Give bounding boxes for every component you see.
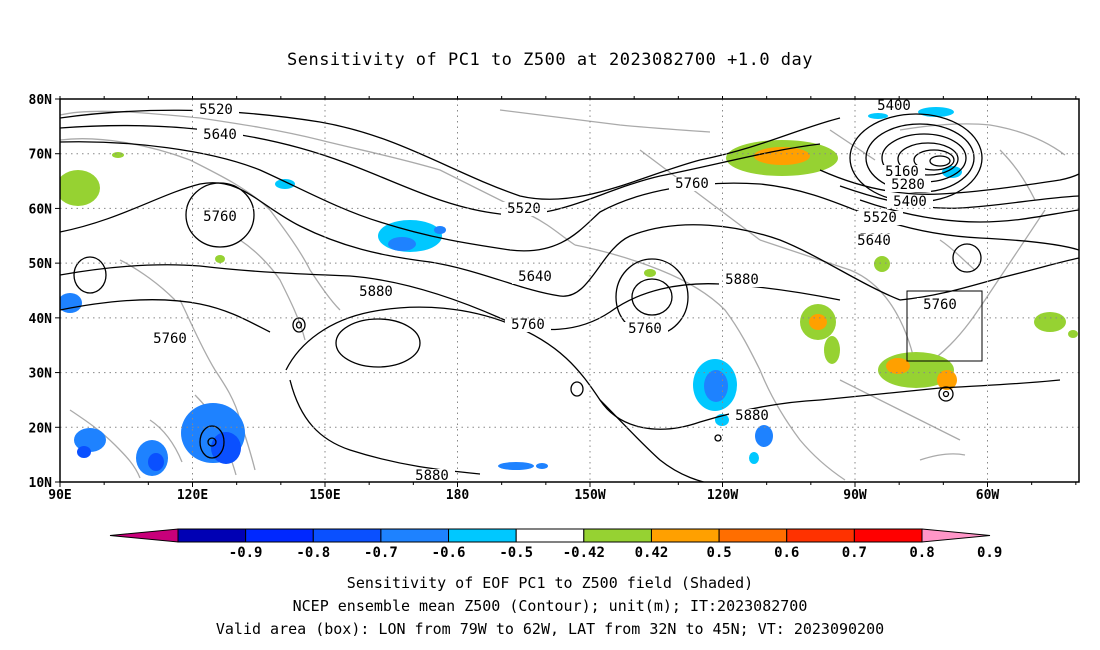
- caption-contour-description: NCEP ensemble mean Z500 (Contour); unit(…: [292, 597, 808, 615]
- colorbar: [109, 528, 991, 543]
- lon-label: 180: [446, 488, 470, 503]
- colorbar-end-low: [109, 528, 179, 543]
- lon-label: 120W: [707, 488, 738, 503]
- colorbar-swatch: [448, 528, 517, 543]
- contour-label: 5760: [628, 321, 662, 337]
- contour-labels: 5520 5640 5760 5760 5520 5640 5880 5760 5760 5640…: [147, 98, 963, 484]
- colorbar-swatch: [718, 528, 788, 543]
- colorbar-label: 0.8: [909, 545, 934, 561]
- colorbar-label: -0.42: [563, 545, 605, 561]
- lat-lon-grid: [60, 99, 1079, 482]
- colorbar-end-high: [921, 528, 991, 543]
- colorbar-label: 0.5: [706, 545, 731, 561]
- colorbar-swatch: [650, 528, 720, 543]
- contour-label: 5400: [893, 194, 927, 210]
- map-figure: 5520 5640 5760 5760 5520 5640 5880 5760 5760 5640…: [29, 93, 1080, 561]
- colorbar-labels: -0.9 -0.8 -0.7 -0.6 -0.5 -0.42 0.42 0.5 0.6 0.7 0.…: [229, 545, 1003, 561]
- longitude-labels: 90E 120E 150E 180 150W 120W 90W 60W: [48, 488, 999, 503]
- colorbar-label: -0.9: [229, 545, 263, 561]
- colorbar-swatch: [380, 528, 450, 543]
- contour-label: 5880: [735, 408, 769, 424]
- valid-area-box: [906, 290, 983, 362]
- lat-label: 10N: [29, 476, 53, 491]
- colorbar-swatch: [177, 528, 247, 543]
- contour-label: 5520: [863, 210, 897, 226]
- colorbar-label: 0.9: [977, 545, 1002, 561]
- colorbar-swatch: [245, 528, 314, 543]
- contour-label: 5520: [199, 102, 233, 118]
- contour-label: 5160: [885, 164, 919, 180]
- lat-label: 40N: [29, 312, 53, 327]
- lat-label: 80N: [29, 93, 53, 108]
- colorbar-swatch: [786, 528, 855, 543]
- colorbar-label: -0.7: [364, 545, 398, 561]
- lat-label: 30N: [29, 367, 53, 382]
- contour-label: 5880: [415, 468, 449, 484]
- lat-label: 70N: [29, 148, 53, 163]
- colorbar-label: -0.8: [296, 545, 330, 561]
- lon-label: 120E: [177, 488, 208, 503]
- contour-label: 5880: [725, 272, 759, 288]
- contour-label: 5280: [891, 177, 925, 193]
- contour-label: 5760: [675, 176, 709, 192]
- contour-label: 5760: [511, 317, 545, 333]
- colorbar-label: 0.6: [774, 545, 799, 561]
- colorbar-label: -0.6: [432, 545, 466, 561]
- contour-label: 5880: [359, 284, 393, 300]
- contour-label: 5760: [203, 209, 237, 225]
- contour-label: 5640: [857, 233, 891, 249]
- latitude-labels: 80N 70N 60N 50N 40N 30N 20N 10N: [29, 93, 53, 491]
- sensitivity-shading: [60, 107, 1078, 476]
- colorbar-label: -0.5: [499, 545, 533, 561]
- lat-label: 60N: [29, 202, 53, 217]
- contour-label: 5760: [153, 331, 187, 347]
- contour-label: 5640: [203, 127, 237, 143]
- colorbar-label: 0.7: [842, 545, 867, 561]
- caption-valid-area: Valid area (box): LON from 79W to 62W, L…: [215, 620, 885, 638]
- contour-label: 5760: [923, 297, 957, 313]
- lon-label: 90W: [843, 488, 867, 503]
- lon-label: 150W: [574, 488, 605, 503]
- lat-label: 50N: [29, 257, 53, 272]
- lon-label: 150E: [309, 488, 340, 503]
- contour-label: 5400: [877, 98, 911, 114]
- colorbar-label: 0.42: [635, 545, 669, 561]
- map-border: [59, 98, 1080, 483]
- chart-title: Sensitivity of PC1 to Z500 at 2023082700…: [286, 50, 813, 70]
- colorbar-swatch: [312, 528, 382, 543]
- colorbar-swatch: [853, 528, 923, 543]
- colorbar-swatch: [583, 528, 652, 543]
- caption-shading-description: Sensitivity of EOF PC1 to Z500 field (Sh…: [346, 574, 754, 592]
- contour-label: 5640: [518, 269, 552, 285]
- contour-label: 5520: [507, 201, 541, 217]
- lat-label: 20N: [29, 421, 53, 436]
- axis-ticks: [55, 96, 1077, 487]
- colorbar-swatch: [515, 528, 585, 543]
- lon-label: 90E: [48, 488, 71, 503]
- lon-label: 60W: [976, 488, 1000, 503]
